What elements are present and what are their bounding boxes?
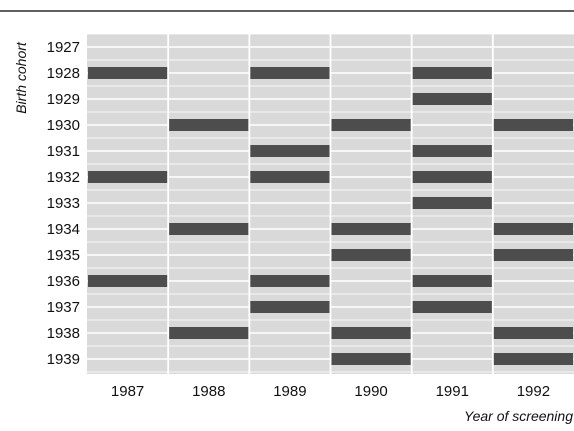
bar-1931-1989	[250, 145, 330, 157]
bar-1932-1991	[412, 171, 492, 183]
bar-1934-1992	[493, 223, 573, 235]
x-tick-label: 1989	[273, 383, 306, 400]
bar-1938-1992	[493, 327, 573, 339]
bar-1935-1990	[331, 249, 411, 261]
x-tick-label: 1990	[354, 383, 387, 400]
bar-1928-1991	[412, 67, 492, 79]
bar-1935-1992	[493, 249, 573, 261]
x-tick-label: 1992	[517, 383, 550, 400]
bar-1932-1989	[250, 171, 330, 183]
y-tick-label: 1931	[47, 143, 80, 160]
y-tick-label: 1936	[47, 273, 80, 290]
y-tick-label: 1932	[47, 169, 80, 186]
bar-1933-1991	[412, 197, 492, 209]
bar-1930-1988	[169, 119, 249, 131]
bar-1929-1991	[412, 93, 492, 105]
bar-1931-1991	[412, 145, 492, 157]
bar-1936-1987	[88, 275, 168, 287]
y-tick-label: 1935	[47, 247, 80, 264]
bar-1928-1989	[250, 67, 330, 79]
y-tick-label: 1939	[47, 351, 80, 368]
bar-1939-1992	[493, 353, 573, 365]
y-axis-title: Birth cohort	[13, 41, 29, 114]
y-tick-labels: 1927 1928 1929 1930 1931 1932 1933 1934 1935 1936…	[47, 39, 80, 368]
x-axis-title: Year of screening	[464, 408, 573, 424]
bar-1930-1990	[331, 119, 411, 131]
y-tick-label: 1930	[47, 117, 80, 134]
bar-1932-1987	[88, 171, 168, 183]
x-tick-label: 1988	[192, 383, 225, 400]
bar-1928-1987	[88, 67, 168, 79]
bar-1939-1990	[331, 353, 411, 365]
bar-1937-1989	[250, 301, 330, 313]
bar-1938-1990	[331, 327, 411, 339]
bar-1934-1988	[169, 223, 249, 235]
y-tick-label: 1937	[47, 299, 80, 316]
x-tick-label: 1987	[111, 383, 144, 400]
bar-1930-1992	[493, 119, 573, 131]
grid-lines	[87, 33, 574, 374]
bar-1937-1991	[412, 301, 492, 313]
bar-1936-1991	[412, 275, 492, 287]
bar-1938-1988	[169, 327, 249, 339]
bars-layer	[88, 67, 573, 365]
y-tick-label: 1933	[47, 195, 80, 212]
x-tick-label: 1991	[436, 383, 469, 400]
y-tick-label: 1938	[47, 325, 80, 342]
y-tick-label: 1928	[47, 65, 80, 82]
bar-1934-1990	[331, 223, 411, 235]
y-tick-label: 1927	[47, 39, 80, 56]
x-tick-labels: 1987 1988 1989 1990 1991 1992	[111, 383, 550, 400]
y-tick-label: 1929	[47, 91, 80, 108]
y-tick-label: 1934	[47, 221, 80, 238]
bar-1936-1989	[250, 275, 330, 287]
